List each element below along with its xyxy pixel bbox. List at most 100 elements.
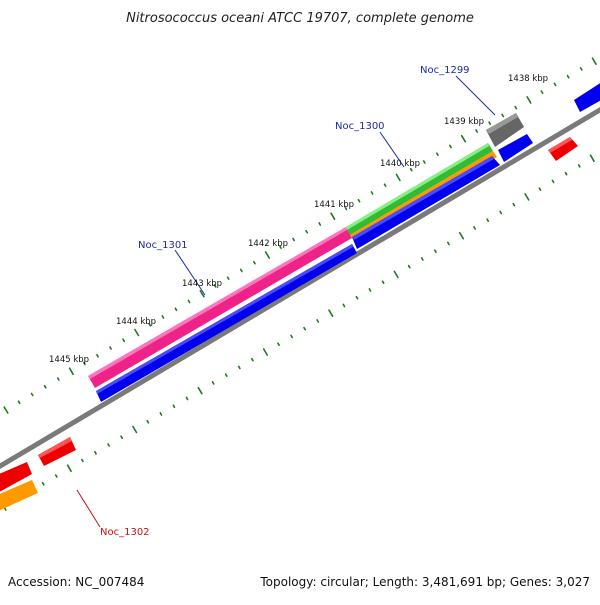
outer-track-minor-tick xyxy=(83,361,86,366)
leader-noc-1299 xyxy=(455,75,496,116)
inner-track-minor-tick xyxy=(172,404,176,409)
kbp-label-1438: 1438 kbp xyxy=(508,74,548,84)
inner-track-minor-tick xyxy=(420,257,424,261)
inner-track-major-tick xyxy=(524,193,530,201)
outer-track-minor-tick xyxy=(357,198,361,203)
inner-track-major-tick xyxy=(262,348,269,356)
outer-track-minor-tick xyxy=(56,377,60,381)
gene-label-noc-1300[interactable]: Noc_1300 xyxy=(335,121,385,132)
inner-track-minor-tick xyxy=(211,381,215,385)
inner-track-minor-tick xyxy=(381,280,385,285)
cds-reverse-right[interactable] xyxy=(548,137,578,161)
cds-forward-mid[interactable] xyxy=(352,156,500,249)
gene-label-noc-1301[interactable]: Noc_1301 xyxy=(138,240,188,251)
inner-track-minor-tick xyxy=(159,412,163,416)
outer-track-major-tick xyxy=(3,406,9,414)
inner-track-minor-tick xyxy=(342,303,346,308)
kbp-label-1443: 1443 kbp xyxy=(182,279,222,289)
outer-track-minor-tick xyxy=(148,322,152,327)
gene-label-noc-1302[interactable]: Noc_1302 xyxy=(100,527,150,538)
inner-track-minor-tick xyxy=(81,458,84,463)
leader-noc-1300 xyxy=(379,131,405,168)
inner-track-major-tick xyxy=(132,425,138,434)
outer-track-minor-tick xyxy=(96,353,99,358)
inner-track-major-tick xyxy=(393,270,399,279)
inner-track-minor-tick xyxy=(538,187,542,191)
outer-track-major-tick xyxy=(526,96,532,104)
inner-track-minor-tick xyxy=(107,443,110,447)
feature-noc-1300-green[interactable] xyxy=(346,143,493,235)
inner-track-minor-tick xyxy=(41,481,45,486)
cds-reverse-edge[interactable] xyxy=(0,462,32,495)
kbp-label-1444: 1444 kbp xyxy=(116,317,156,327)
cds-reverse-left[interactable] xyxy=(38,437,76,466)
outer-track-minor-tick xyxy=(488,121,492,125)
feature-noc-1299-gray[interactable] xyxy=(486,113,524,147)
outer-track-minor-tick xyxy=(292,237,296,242)
outer-track-minor-tick xyxy=(213,284,217,288)
outer-track-minor-tick xyxy=(17,400,21,405)
inner-track-minor-tick xyxy=(499,210,503,215)
inner-track-minor-tick xyxy=(368,288,372,292)
leader-noc-1301 xyxy=(174,249,206,296)
accession-text: Accession: NC_007484 xyxy=(8,575,144,589)
inner-track-minor-tick xyxy=(316,319,320,323)
outer-track-minor-tick xyxy=(501,113,505,118)
outer-track-minor-tick xyxy=(174,307,178,312)
outer-track-minor-tick xyxy=(43,384,47,389)
inner-track-minor-tick xyxy=(486,218,490,222)
outer-track-minor-tick xyxy=(383,183,387,187)
inner-track-minor-tick xyxy=(290,334,294,339)
outer-track-minor-tick xyxy=(305,229,309,234)
gene-label-noc-1299[interactable]: Noc_1299 xyxy=(420,65,470,76)
outer-track-minor-tick xyxy=(553,82,557,87)
cds-forward-long[interactable] xyxy=(96,244,357,402)
inner-track-minor-tick xyxy=(251,357,254,362)
genome-backbone xyxy=(0,106,600,470)
kbp-label-1442: 1442 kbp xyxy=(248,239,288,249)
outer-track-major-tick xyxy=(134,328,140,337)
outer-track-minor-tick xyxy=(161,315,165,319)
outer-track-minor-tick xyxy=(318,222,322,226)
inner-track-major-tick xyxy=(328,309,334,318)
inner-track-minor-tick xyxy=(551,179,555,184)
inner-track-minor-tick xyxy=(355,295,359,300)
outer-track-minor-tick xyxy=(409,167,413,172)
outer-track-major-tick xyxy=(68,367,74,376)
kbp-label-1440: 1440 kbp xyxy=(380,159,420,169)
cds-forward-short[interactable] xyxy=(498,134,533,162)
inner-track-major-tick xyxy=(66,464,72,473)
outer-track-minor-tick xyxy=(122,338,126,343)
inner-track-minor-tick xyxy=(473,226,477,230)
kbp-label-1445: 1445 kbp xyxy=(49,355,89,365)
outer-track-minor-tick xyxy=(253,260,256,265)
inner-track-minor-tick xyxy=(224,373,228,378)
map-title: Nitrosococcus oceani ATCC 19707, complet… xyxy=(126,11,474,26)
inner-track-minor-tick xyxy=(94,450,97,455)
outer-tick-track xyxy=(3,57,597,414)
outer-track-major-tick xyxy=(460,134,467,143)
inner-track-minor-tick xyxy=(277,342,280,347)
inner-track-minor-tick xyxy=(446,241,450,246)
inner-track-minor-tick xyxy=(407,264,411,269)
feature-orange-edge[interactable] xyxy=(0,480,38,512)
outer-track-major-tick xyxy=(199,289,205,298)
cds-forward-edge[interactable] xyxy=(574,80,600,112)
outer-track-minor-tick xyxy=(279,245,282,249)
outer-track-minor-tick xyxy=(226,276,230,281)
feature-noc-1301-magenta[interactable] xyxy=(88,227,352,388)
inner-track-minor-tick xyxy=(577,164,581,168)
inner-tick-track xyxy=(1,154,595,511)
outer-track-minor-tick xyxy=(239,268,243,273)
outer-track-minor-tick xyxy=(435,152,439,156)
outer-track-minor-tick xyxy=(187,299,191,304)
inner-track-major-tick xyxy=(197,386,203,395)
inner-track-minor-tick xyxy=(237,365,241,370)
outer-track-minor-tick xyxy=(540,90,544,94)
inner-track-minor-tick xyxy=(54,474,58,478)
inner-track-minor-tick xyxy=(433,249,437,253)
outer-track-major-tick xyxy=(330,212,336,220)
inner-track-major-tick xyxy=(589,154,595,162)
